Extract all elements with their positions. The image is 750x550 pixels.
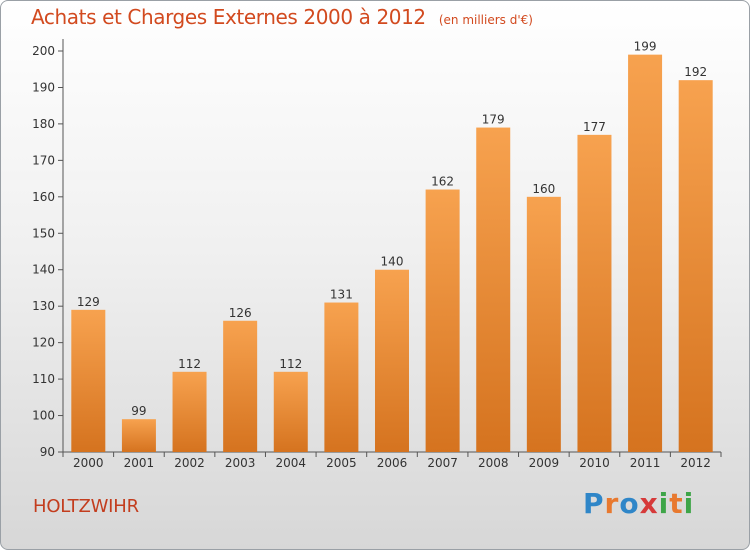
x-tick-label: 2005: [326, 456, 357, 470]
bar-value-label: 131: [330, 288, 353, 302]
x-tick-label: 2004: [275, 456, 306, 470]
title-row: Achats et Charges Externes 2000 à 2012 (…: [31, 5, 533, 29]
bar: [273, 371, 308, 452]
bar: [425, 189, 460, 452]
y-tick-label: 180: [32, 117, 55, 131]
bar: [121, 419, 156, 452]
y-tick-label: 130: [32, 299, 55, 313]
y-tick-label: 150: [32, 226, 55, 240]
x-tick-label: 2009: [529, 456, 560, 470]
y-tick-label: 160: [32, 190, 55, 204]
bar: [223, 320, 258, 452]
bar-value-label: 179: [482, 113, 505, 127]
bar: [476, 127, 511, 453]
x-tick-label: 2001: [124, 456, 155, 470]
chart-unit: (en milliers d'€): [438, 13, 533, 27]
bar-value-label: 177: [583, 120, 606, 134]
x-tick-label: 2007: [427, 456, 458, 470]
bar: [526, 196, 561, 452]
bar: [71, 309, 106, 452]
bar-value-label: 99: [131, 404, 146, 418]
bar-value-label: 112: [178, 357, 201, 371]
city-name: HOLTZWIHR: [33, 496, 139, 517]
bar-value-label: 162: [431, 175, 454, 189]
x-tick-label: 2000: [73, 456, 104, 470]
bar: [678, 80, 713, 452]
bar: [375, 269, 409, 452]
bar-value-label: 140: [381, 255, 404, 269]
y-tick-label: 140: [32, 263, 55, 277]
y-tick-label: 100: [32, 409, 55, 423]
bar-value-label: 199: [634, 40, 657, 54]
bar: [628, 54, 663, 453]
y-tick-label: 190: [32, 80, 55, 94]
y-tick-label: 90: [40, 445, 55, 459]
x-tick-label: 2010: [579, 456, 610, 470]
bar-value-label: 129: [77, 295, 100, 309]
x-tick-label: 2011: [630, 456, 661, 470]
x-tick-label: 2003: [225, 456, 256, 470]
x-tick-label: 2008: [478, 456, 509, 470]
x-tick-label: 2012: [680, 456, 711, 470]
bar-value-label: 160: [532, 182, 555, 196]
bar: [577, 134, 612, 452]
bar-value-label: 126: [229, 306, 252, 320]
bar-value-label: 192: [684, 65, 707, 79]
x-tick-label: 2006: [377, 456, 408, 470]
bar-value-label: 112: [279, 357, 302, 371]
chart-title: Achats et Charges Externes 2000 à 2012: [31, 5, 426, 29]
y-tick-label: 170: [32, 153, 55, 167]
bar: [172, 371, 207, 452]
x-tick-label: 2002: [174, 456, 205, 470]
y-tick-label: 200: [32, 44, 55, 58]
proxiti-logo: Proxiti: [583, 487, 695, 520]
y-tick-label: 110: [32, 372, 55, 386]
bar: [324, 302, 359, 452]
y-tick-label: 120: [32, 336, 55, 350]
